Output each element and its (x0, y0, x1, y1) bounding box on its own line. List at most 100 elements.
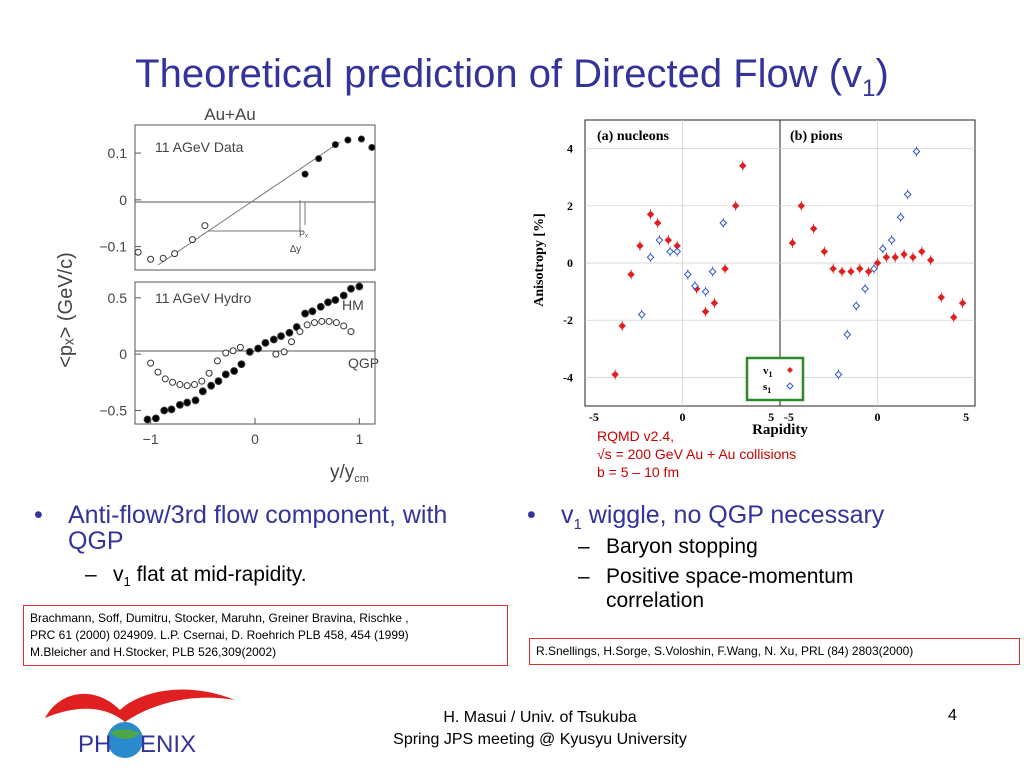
v1-data-point (646, 210, 655, 219)
s1-data-point (646, 253, 655, 262)
hm-data-point (308, 307, 317, 316)
page-number: 4 (948, 707, 957, 724)
phenix-logo: PH ENIX (45, 689, 235, 758)
px-annotation: Pₓ (299, 229, 308, 239)
v1-data-point (882, 253, 891, 261)
left-xlabel-sub: cm (354, 473, 369, 485)
v1-data-point (611, 370, 619, 379)
panel-b-points (788, 146, 967, 380)
left-sub-sub: 1 (123, 574, 131, 590)
hm-data-point (261, 338, 270, 347)
s1-data-point (683, 270, 692, 279)
qgp-data-point (183, 382, 191, 390)
top-ytick-label: −0.1 (99, 239, 127, 255)
right-ytick-label: 2 (567, 199, 573, 213)
s1-data-point (903, 190, 912, 199)
panel-a-xtick-label: 0 (680, 410, 686, 424)
legend-s1-label: s1 (763, 381, 771, 395)
hm-label: HM (342, 297, 364, 313)
right-figure: Anisotropy [%] (a) nucleons (b) pions 4 2… (532, 119, 976, 437)
top-panel-frame (134, 124, 376, 271)
v1-data-point (926, 256, 935, 264)
top-panel-label: 11 AGeV Data (155, 139, 244, 155)
v1-data-point (873, 259, 882, 267)
hm-data-point (324, 298, 332, 307)
right-sub-dash-1: – (578, 535, 590, 558)
top-data-point (301, 170, 309, 178)
v1-data-point (856, 265, 864, 273)
v1-data-point (653, 219, 662, 227)
s1-data-point (861, 284, 869, 293)
v1-data-point (900, 250, 908, 259)
left-sub-bullet: – v1 flat at mid-rapidity. (85, 563, 307, 594)
left-bullet-text: Anti-flow/3rd flow component, with QGP (68, 501, 448, 555)
left-xtick-label: −1 (143, 431, 159, 447)
v1-data-point (909, 253, 917, 261)
top-ytick-label: 0.1 (108, 145, 128, 161)
legend-box (745, 356, 805, 402)
v1-data-point (701, 307, 710, 316)
qgp-data-point (318, 317, 326, 325)
v1-data-point (721, 265, 729, 273)
top-data-point (344, 136, 352, 144)
s1-data-point (834, 370, 843, 379)
s1-data-point (655, 236, 664, 245)
legend-v1-marker (787, 367, 793, 373)
panel-b-xtick-label: 5 (963, 410, 969, 424)
slide-title-subscript: 1 (862, 75, 876, 102)
qgp-data-point (169, 378, 177, 386)
left-figure: Au+Au <pₓ> (GeV/c) 11 AGeV Data 0.1 0 −0.1… (55, 105, 379, 485)
s1-data-point (852, 301, 861, 310)
dy-annotation: ∆y (290, 244, 301, 255)
top-data-point (134, 248, 142, 256)
hm-data-point (143, 415, 152, 424)
hm-data-point (183, 398, 192, 407)
slide-title-end: ) (875, 52, 889, 96)
legend-v1-label: v1 (763, 365, 773, 379)
qgp-data-point (198, 377, 206, 385)
qgp-data-point (280, 348, 288, 356)
top-ytick-label: 0 (119, 192, 127, 208)
right-sub-bullet-1: – Baryon stopping (578, 535, 758, 559)
qgp-data-point (288, 338, 296, 346)
v1-data-point (636, 242, 644, 250)
top-panel-yticks: 0.1 0 −0.1 (99, 145, 141, 255)
left-ref-line3: M.Bleicher and H.Stocker, PLB 526,309(20… (30, 645, 277, 659)
panel-a-title: (a) nucleons (597, 129, 670, 144)
v1-data-point (820, 247, 829, 256)
top-data-point (159, 254, 167, 262)
top-data-point (357, 135, 365, 143)
top-data-point (188, 236, 196, 244)
qgp-data-point (154, 368, 162, 376)
hm-data-point (151, 414, 160, 423)
qgp-data-point (205, 369, 213, 377)
v1-data-point (627, 270, 635, 279)
hm-data-point (160, 406, 169, 415)
qgp-data-point (272, 350, 280, 358)
rqmd-line1: RQMD v2.4, (597, 428, 675, 444)
hm-data-point (167, 405, 176, 414)
rqmd-line3: b = 5 – 10 fm (597, 464, 680, 480)
right-bullet-v: v (561, 501, 574, 529)
panel-a-xtick-label: -5 (589, 410, 599, 424)
logo-swoosh (45, 689, 235, 722)
s1-data-point (912, 147, 921, 156)
hm-data-point (221, 370, 230, 379)
panel-a-points (611, 160, 747, 380)
left-reference-box: Brachmann, Soff, Dumitru, Stocker, Maruh… (23, 605, 508, 666)
s1-data-point (843, 330, 852, 339)
right-sub-dash-2: – (578, 565, 590, 588)
qgp-data-point (340, 322, 348, 330)
right-bullet-sub: 1 (573, 516, 582, 533)
left-bullet-dot: • (34, 501, 43, 529)
left-bullet: • Anti-flow/3rd flow component, with QGP (34, 501, 508, 555)
left-ref-line1: Brachmann, Soff, Dumitru, Stocker, Maruh… (30, 611, 409, 625)
s1-data-point (708, 267, 717, 276)
legend-s1-text: s (763, 381, 768, 393)
right-ytick-label: 4 (567, 142, 573, 156)
legend-v1-text: v (763, 365, 769, 377)
right-reference-box: R.Snellings, H.Sorge, S.Voloshin, F.Wang… (529, 638, 1020, 665)
hm-data-point (355, 282, 364, 291)
legend-v1-sub: 1 (769, 370, 773, 379)
left-sub-dash: – (85, 563, 97, 586)
